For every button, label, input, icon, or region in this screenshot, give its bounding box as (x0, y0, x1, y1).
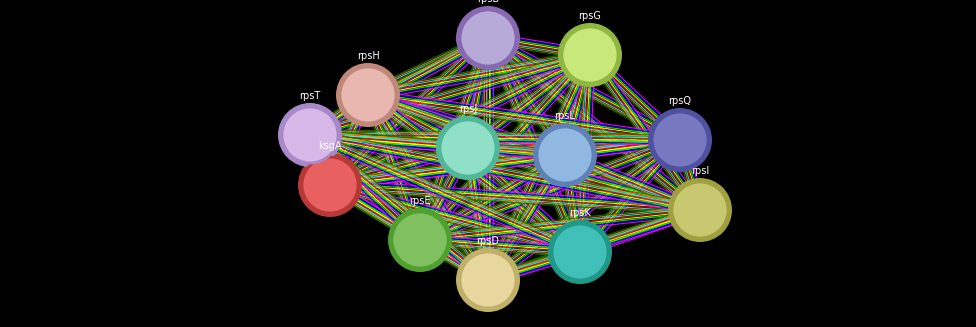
Circle shape (456, 6, 520, 70)
Text: ksgA: ksgA (318, 141, 342, 151)
Text: rpsD: rpsD (476, 236, 500, 246)
Circle shape (392, 212, 448, 268)
Circle shape (533, 123, 597, 187)
Circle shape (460, 252, 516, 308)
Text: rpsQ: rpsQ (669, 96, 692, 106)
Circle shape (558, 23, 622, 87)
Text: rpsG: rpsG (579, 11, 601, 21)
Text: rpsT: rpsT (300, 91, 321, 101)
Circle shape (652, 112, 708, 168)
Circle shape (456, 248, 520, 312)
Text: rpsH: rpsH (356, 51, 380, 61)
Text: rpsI: rpsI (691, 166, 710, 176)
Circle shape (672, 182, 728, 238)
Circle shape (460, 10, 516, 66)
Circle shape (562, 27, 618, 83)
Circle shape (278, 103, 342, 167)
Circle shape (388, 208, 452, 272)
Circle shape (668, 178, 732, 242)
Text: rpsE: rpsE (409, 196, 430, 206)
Text: rpsL: rpsL (554, 111, 576, 121)
Circle shape (537, 127, 593, 183)
Circle shape (440, 120, 496, 176)
Circle shape (282, 107, 338, 163)
Circle shape (648, 108, 712, 172)
Circle shape (340, 67, 396, 123)
Circle shape (336, 63, 400, 127)
Text: rpsB: rpsB (477, 0, 499, 4)
Circle shape (302, 157, 358, 213)
Circle shape (436, 116, 500, 180)
Text: rpsK: rpsK (569, 208, 590, 218)
Circle shape (298, 153, 362, 217)
Text: rpsJ: rpsJ (459, 104, 477, 114)
Circle shape (552, 224, 608, 280)
Circle shape (548, 220, 612, 284)
